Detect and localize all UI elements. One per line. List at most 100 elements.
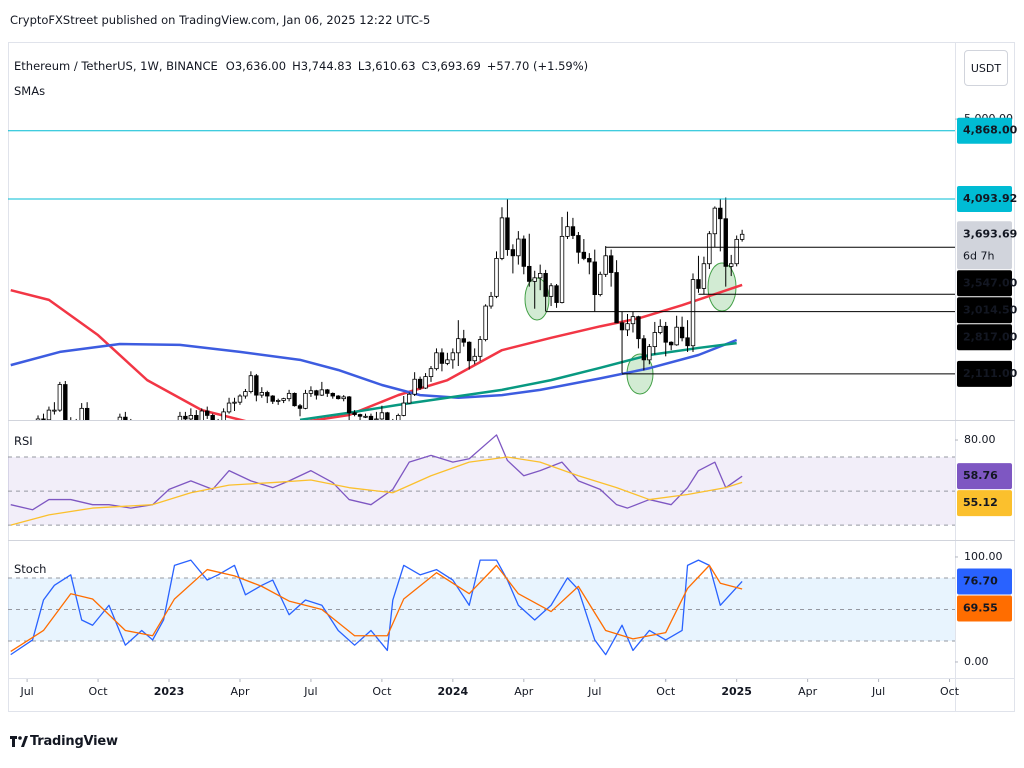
candle-body (167, 450, 171, 453)
candle-body (658, 325, 663, 333)
candle-body (647, 346, 652, 361)
candle-body (406, 393, 412, 404)
brand-name: TradingView (30, 734, 118, 749)
candle-body (417, 378, 423, 389)
pane (8, 130, 955, 453)
ohlc-value: L3,610.63 (357, 59, 416, 73)
price-label: 3,547.00 (963, 276, 1018, 289)
candle-body (199, 410, 204, 420)
x-tick-label: Jul (19, 685, 33, 698)
candle-body (151, 447, 155, 449)
candle-body (357, 414, 363, 417)
candle-body (270, 395, 275, 402)
rsi-title: RSI (14, 434, 33, 448)
candle-body (641, 338, 647, 361)
candle-body (483, 305, 488, 340)
candle-body (385, 412, 390, 420)
candle-body (46, 409, 52, 420)
candle-body (346, 396, 352, 414)
candle-body (57, 384, 63, 411)
candle-body (592, 261, 597, 295)
x-tick-label: Apr (230, 685, 250, 698)
candle-body (226, 402, 232, 413)
candle-body (668, 341, 674, 346)
candle-body (608, 255, 614, 273)
candle-body (303, 392, 308, 409)
price-label-box (957, 270, 1012, 297)
candle-body (188, 415, 194, 420)
x-tick-label: Apr (514, 685, 534, 698)
highlight-circle (707, 262, 737, 312)
candle-body (581, 251, 587, 259)
candle-body (79, 407, 84, 420)
candle-body (521, 238, 527, 267)
candle-body (461, 338, 466, 343)
candle-body (718, 207, 723, 220)
countdown-label: 6d 7h (963, 249, 994, 262)
candle-body (532, 277, 537, 282)
candle-body (177, 415, 183, 420)
candle-body (423, 376, 428, 389)
candle-body (456, 338, 461, 354)
candle-body (603, 255, 608, 275)
candle-body (696, 279, 701, 289)
change-value: +57.70 (+1.59%) (486, 59, 589, 73)
series-line (10, 338, 738, 400)
candle-body (275, 400, 281, 402)
candle-body (510, 249, 516, 257)
candle-body (472, 355, 477, 362)
candle-body (286, 392, 292, 400)
candle-body (712, 207, 718, 235)
candle-body (467, 341, 472, 362)
candle-body (559, 235, 565, 303)
candle-body (107, 445, 111, 446)
candle-body (96, 443, 100, 444)
x-tick-label: Oct (89, 685, 109, 698)
highlight-circle (524, 277, 550, 321)
series-line (10, 559, 743, 656)
x-tick-label: Jul (871, 685, 885, 698)
x-tick-label: Jul (303, 685, 317, 698)
logo-part (12, 736, 15, 747)
price-label-box (957, 324, 1012, 351)
stoch-title: Stoch (14, 562, 47, 576)
candle-body (210, 415, 215, 420)
candle-body (428, 368, 434, 378)
x-tick-label: 2025 (721, 685, 752, 698)
candle-body (183, 415, 188, 420)
candle-body (614, 272, 619, 324)
price-label: 2,111.00 (963, 367, 1018, 380)
series-line (10, 456, 743, 526)
candle-body (69, 421, 73, 429)
candle-body (739, 233, 745, 240)
candle-body (636, 316, 641, 340)
candle-body (102, 443, 106, 445)
price-label: 3,014.50 (963, 303, 1018, 316)
series-line (10, 434, 743, 511)
candle-body (663, 325, 668, 343)
candle-body (477, 339, 483, 357)
candle-body (652, 332, 657, 348)
candle-body (505, 217, 510, 251)
brand-logo (10, 736, 28, 747)
currency-button[interactable]: USDT (964, 50, 1008, 86)
candle-body (336, 395, 341, 400)
candle-body (205, 410, 210, 416)
symbol-legend: Ethereum / TetherUS, 1W, BINANCE O3,636.… (14, 59, 588, 73)
price-label: 69.55 (963, 601, 998, 614)
published-note: CryptoFXStreet published on TradingView.… (10, 13, 431, 27)
candle-body (325, 389, 330, 394)
x-tick-label: 2023 (154, 685, 185, 698)
candle-body (63, 384, 68, 420)
y-tick-label: 80.00 (964, 433, 996, 446)
price-label: 76.70 (963, 574, 998, 587)
price-label-box (957, 185, 1012, 212)
candle-body (374, 418, 379, 420)
candle-body (292, 392, 297, 407)
candle-body (439, 352, 445, 364)
candle-body (129, 422, 133, 450)
price-label-box (957, 595, 1012, 622)
candle-body (734, 238, 739, 265)
candle-body (494, 258, 499, 297)
